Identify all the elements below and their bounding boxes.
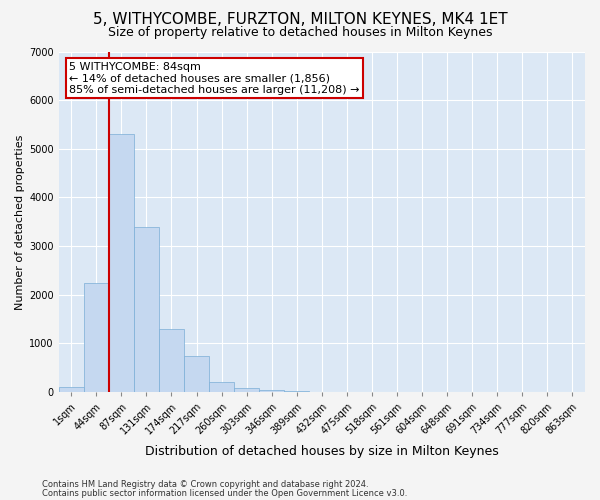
Text: 5 WITHYCOMBE: 84sqm
← 14% of detached houses are smaller (1,856)
85% of semi-det: 5 WITHYCOMBE: 84sqm ← 14% of detached ho… <box>69 62 359 95</box>
Bar <box>209 382 234 392</box>
Text: Contains public sector information licensed under the Open Government Licence v3: Contains public sector information licen… <box>42 489 407 498</box>
Bar <box>59 388 84 392</box>
Text: Contains HM Land Registry data © Crown copyright and database right 2024.: Contains HM Land Registry data © Crown c… <box>42 480 368 489</box>
Bar <box>134 226 159 392</box>
Y-axis label: Number of detached properties: Number of detached properties <box>15 134 25 310</box>
Text: 5, WITHYCOMBE, FURZTON, MILTON KEYNES, MK4 1ET: 5, WITHYCOMBE, FURZTON, MILTON KEYNES, M… <box>92 12 508 28</box>
Text: Size of property relative to detached houses in Milton Keynes: Size of property relative to detached ho… <box>108 26 492 39</box>
Bar <box>259 390 284 392</box>
Bar <box>109 134 134 392</box>
X-axis label: Distribution of detached houses by size in Milton Keynes: Distribution of detached houses by size … <box>145 444 499 458</box>
Bar <box>234 388 259 392</box>
Bar <box>284 390 309 392</box>
Bar <box>84 282 109 392</box>
Bar <box>184 356 209 392</box>
Bar <box>159 329 184 392</box>
